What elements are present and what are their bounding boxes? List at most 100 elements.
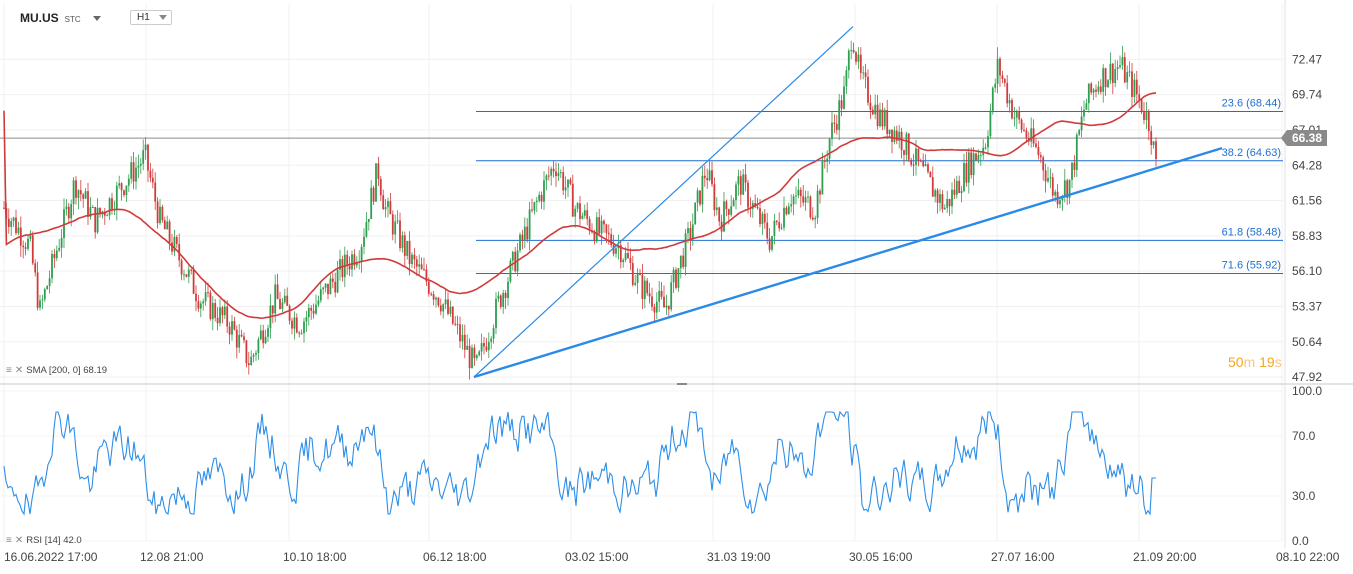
settings-icon[interactable]: ≡ (6, 365, 12, 376)
candle-body (735, 184, 737, 201)
candle-body (156, 201, 159, 224)
candle-body (648, 293, 651, 297)
candle-body (857, 54, 860, 62)
candle-body (137, 165, 140, 168)
candle-body (149, 170, 152, 178)
candle-body (886, 109, 889, 135)
candle-body (622, 259, 625, 263)
candle-body (814, 217, 817, 220)
candle-body (958, 180, 961, 194)
candle-body (576, 203, 579, 209)
candle-body (1006, 82, 1009, 104)
candle-body (879, 109, 881, 127)
rsi-indicator-label[interactable]: ≡ ✕ RSI [14] 42.0 (6, 535, 82, 546)
candle-body (607, 232, 610, 235)
candle-body (1152, 141, 1155, 146)
candle-body (168, 221, 171, 243)
candle-body (691, 224, 694, 240)
candle-body (867, 76, 869, 103)
candle-body (447, 299, 449, 314)
candle-body (1054, 191, 1057, 196)
candle-body (317, 300, 320, 305)
candle-body (310, 307, 313, 311)
candle-body (627, 252, 629, 259)
candle-body (1037, 146, 1040, 156)
price-tick-label: 64.28 (1292, 158, 1322, 172)
candle-body (238, 334, 241, 348)
candle-body (766, 222, 769, 239)
chevron-down-icon[interactable] (159, 15, 167, 20)
candle-body (684, 233, 687, 267)
price-tick-label: 72.47 (1292, 52, 1322, 66)
candle-body (51, 253, 53, 279)
candle-body (579, 203, 581, 219)
candle-body (154, 182, 157, 202)
trend-lines[interactable] (473, 26, 1223, 379)
candle-body (533, 202, 536, 211)
candle-body (84, 191, 87, 199)
candle-body (135, 167, 137, 182)
candle-body (1059, 200, 1061, 205)
candle-body (787, 206, 790, 215)
candle-body (593, 232, 596, 242)
candle-body (574, 208, 577, 217)
candle-body (1102, 68, 1105, 92)
candle-body (1145, 111, 1148, 120)
candle-body (545, 175, 548, 181)
candle-body (1138, 94, 1141, 100)
time-tick-label: 03.02 15:00 (565, 550, 629, 564)
candle-body (41, 299, 44, 301)
candle-body (1023, 129, 1025, 131)
symbol-dropdown-icon[interactable] (92, 15, 101, 21)
candle-body (454, 323, 457, 325)
candle-body (142, 150, 145, 164)
candle-body (1078, 130, 1081, 135)
settings-icon[interactable]: ≡ (6, 535, 12, 546)
candle-body (420, 264, 423, 270)
candle-body (379, 178, 382, 196)
candle-body (785, 207, 788, 215)
candle-body (1128, 71, 1131, 73)
candle-body (679, 255, 682, 269)
candle-body (732, 200, 735, 207)
candle-body (883, 109, 886, 127)
candle-body (348, 265, 351, 270)
candle-body (34, 263, 37, 273)
candle-body (761, 213, 764, 225)
countdown-min-unit: m (1243, 354, 1256, 370)
candle-body (7, 218, 10, 227)
symbol-name[interactable]: MU.US (20, 11, 59, 25)
exchange-label: STC (64, 15, 81, 24)
candle-body (895, 130, 898, 141)
candle-body (965, 163, 968, 183)
candle-body (115, 185, 118, 210)
candle-body (243, 336, 245, 341)
candle-body (768, 238, 771, 250)
close-icon[interactable]: ✕ (14, 535, 24, 546)
candle-body (699, 190, 701, 205)
candle-body (927, 164, 929, 172)
candle-body (233, 321, 236, 330)
candle-body (598, 217, 601, 234)
candle-body (615, 248, 617, 254)
symbol-header[interactable]: MU.US STC (20, 8, 101, 28)
candle-body (125, 185, 128, 196)
timeframe-select[interactable]: H1 (130, 10, 172, 25)
candle-body (211, 302, 214, 320)
candle-body (919, 160, 922, 162)
candle-body (910, 159, 913, 165)
candle-body (881, 109, 884, 127)
close-icon[interactable]: ✕ (14, 365, 24, 376)
candle-body (907, 133, 910, 160)
candle-body (610, 234, 613, 246)
sma-indicator-label[interactable]: ≡ ✕ SMA [200, 0] 68.19 (6, 365, 107, 376)
candle-body (835, 123, 838, 130)
candle-body (1087, 83, 1090, 104)
candle-body (643, 280, 646, 299)
candle-body (22, 245, 25, 248)
candle-body (711, 170, 713, 185)
candle-body (82, 194, 85, 199)
candle-body (555, 171, 557, 177)
candle-body (183, 274, 185, 276)
